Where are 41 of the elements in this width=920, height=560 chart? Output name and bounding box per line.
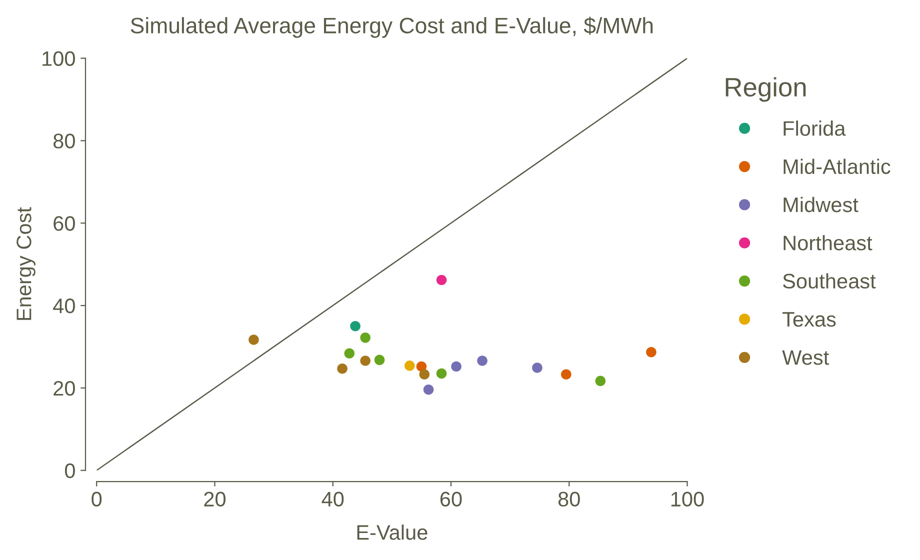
x-tick-label: 20 xyxy=(204,492,226,507)
point xyxy=(350,320,360,332)
point xyxy=(423,384,434,395)
x-tick-label: 80 xyxy=(558,492,580,507)
y-tick-label: 60 xyxy=(54,216,75,231)
legend-label: Florida xyxy=(784,120,846,136)
legend-label: Texas xyxy=(782,312,836,327)
point xyxy=(436,368,447,379)
point xyxy=(561,369,572,380)
point xyxy=(436,274,447,286)
legend-label: Southeast xyxy=(782,273,876,289)
x-tick-label: 40 xyxy=(322,492,344,507)
y-tick-label: 20 xyxy=(54,380,75,396)
y-tick-label: 100 xyxy=(42,51,75,66)
point xyxy=(595,376,606,386)
point xyxy=(374,354,385,366)
point xyxy=(451,361,462,372)
point xyxy=(404,360,415,371)
point xyxy=(360,332,370,343)
point xyxy=(344,348,355,358)
x-axis-title: E-Value xyxy=(357,524,428,540)
y-tick-label: 0 xyxy=(64,463,75,478)
legend-label: Northeast xyxy=(784,235,872,250)
point xyxy=(532,362,542,373)
point xyxy=(337,363,348,374)
x-tick-label: 100 xyxy=(671,492,704,507)
point xyxy=(248,334,259,345)
point xyxy=(360,356,370,366)
x-tick-label: 60 xyxy=(440,492,462,507)
point xyxy=(419,369,430,380)
chart-title: Simulated Average Energy Cost and E-Value, $/MWh xyxy=(130,16,653,38)
y-tick-label: 80 xyxy=(54,134,75,148)
legend-title: Region xyxy=(726,77,806,102)
legend-label: West xyxy=(782,350,829,365)
legend-label: Mid-Atlantic xyxy=(784,158,890,174)
point xyxy=(477,356,488,366)
legend-label: Midwest xyxy=(784,196,858,212)
x-tick-label: 0 xyxy=(92,492,102,507)
y-tick-label: 40 xyxy=(53,298,75,314)
y-axis-title: Energy Cost xyxy=(16,207,36,320)
point xyxy=(646,346,656,358)
